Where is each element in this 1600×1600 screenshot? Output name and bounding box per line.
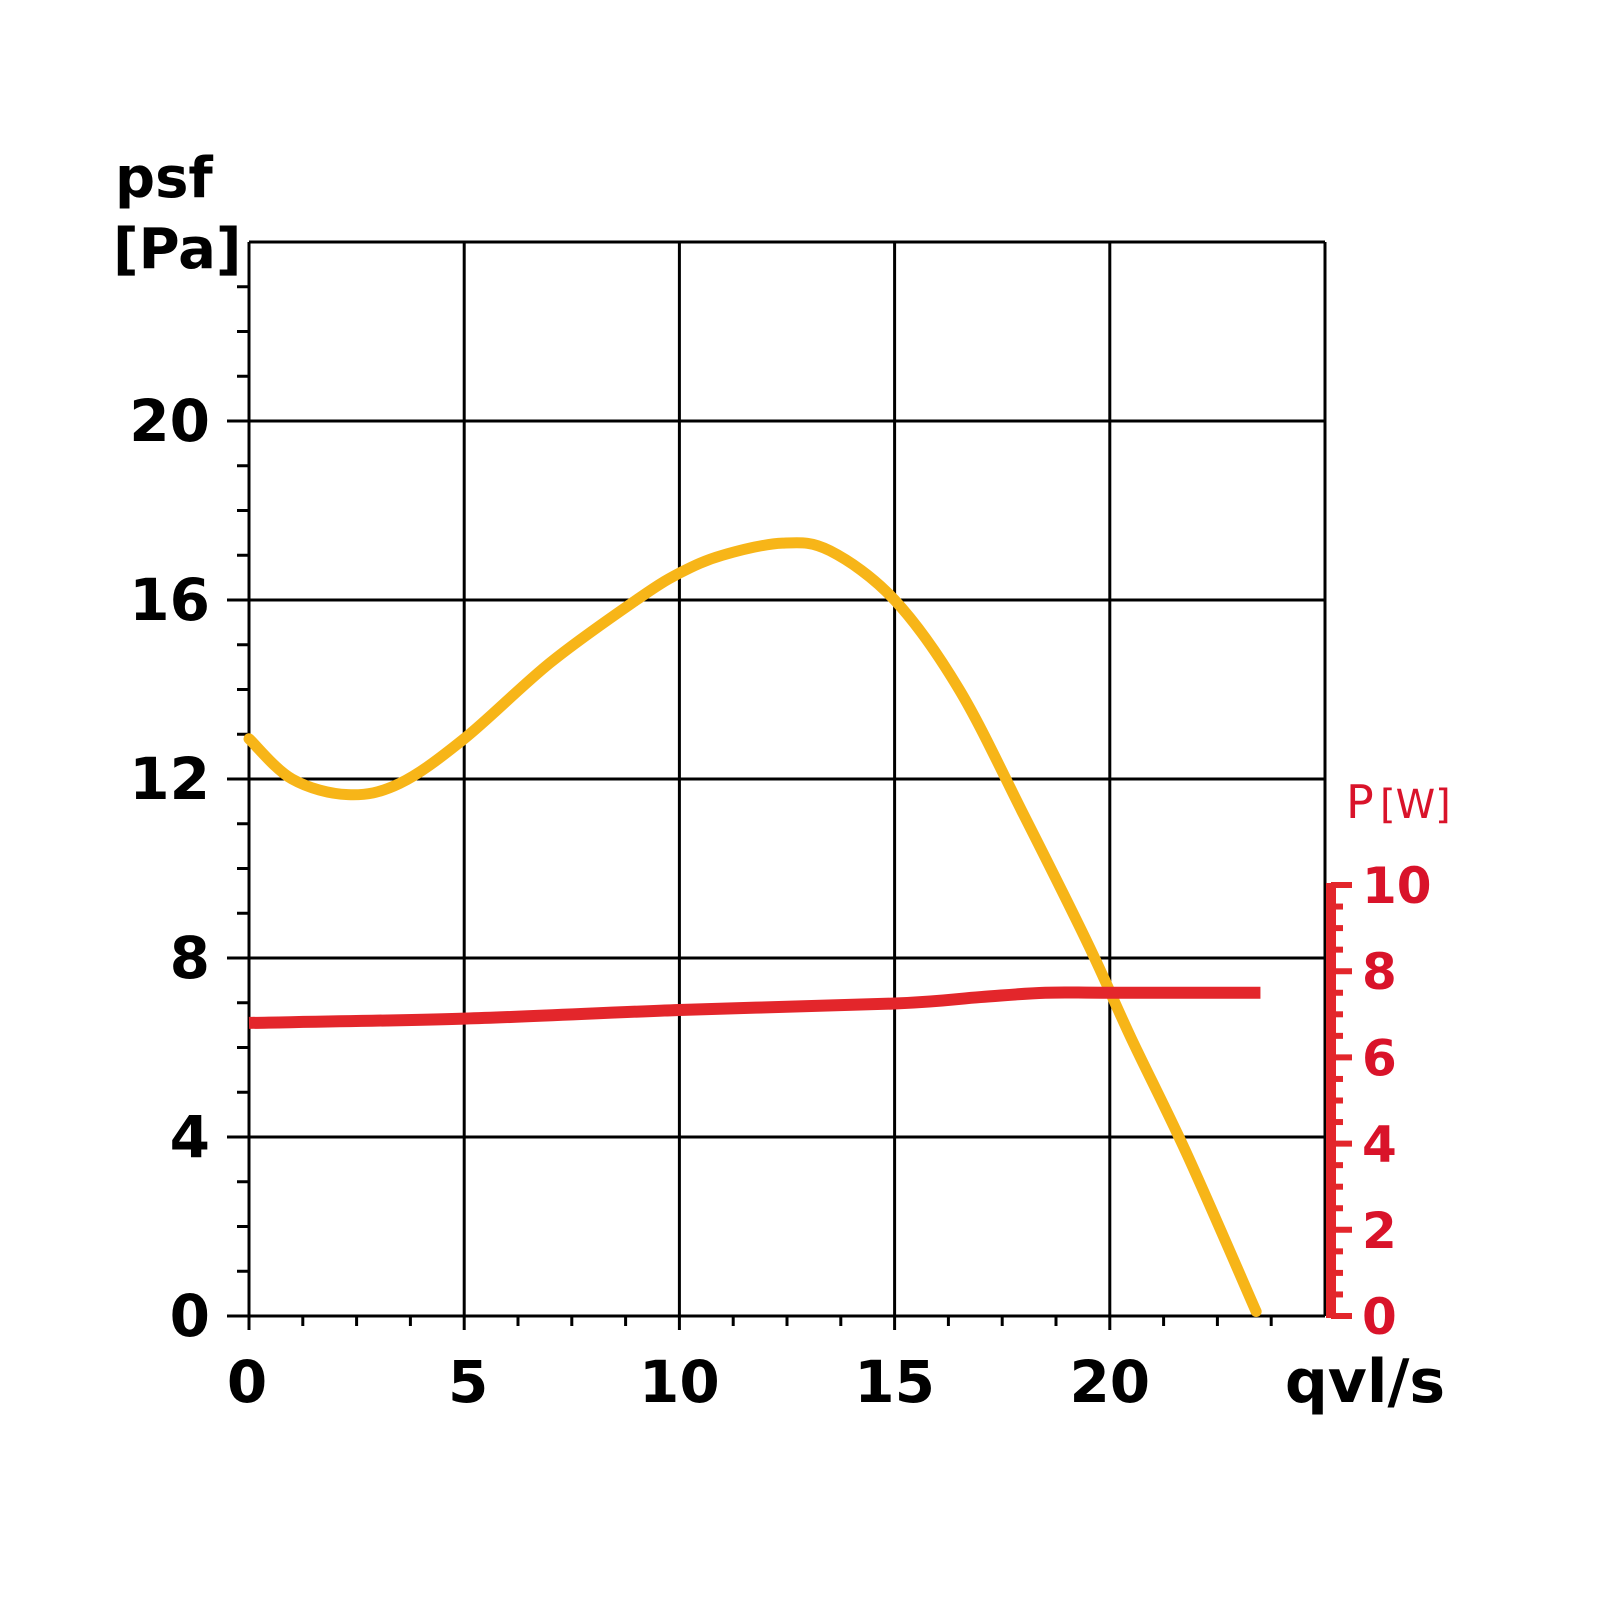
power-tick-label: 2 (1362, 1202, 1397, 1260)
y-tick-label: 4 (170, 1103, 210, 1171)
power-tick-label: 10 (1362, 857, 1432, 915)
y-axis-label-line2: [Pa] (113, 217, 242, 282)
y-tick-label: 0 (170, 1282, 210, 1350)
power-tick-label: 0 (1362, 1288, 1397, 1346)
power-tick-label: 6 (1362, 1029, 1397, 1087)
x-tick-label: 5 (448, 1348, 488, 1416)
x-axis-label: qvl/s (1285, 1347, 1445, 1417)
y-tick-label: 20 (129, 387, 210, 455)
pressure-curve (243, 537, 1262, 1318)
power-curve (248, 986, 1261, 1029)
power-tick-label: 8 (1362, 943, 1397, 1001)
y-axis-label-line1: psf (115, 146, 213, 211)
x-tick-label: 10 (639, 1348, 720, 1416)
y-tick-label: 16 (129, 566, 210, 634)
power-axis-unit: [W] (1380, 782, 1451, 828)
power-tick-label: 4 (1362, 1116, 1397, 1174)
y-tick-label: 8 (170, 924, 210, 992)
x-tick-label: 0 (227, 1348, 267, 1416)
x-tick-label: 20 (1069, 1348, 1150, 1416)
y-tick-label: 12 (129, 745, 210, 813)
power-axis-label: P (1346, 775, 1374, 829)
x-tick-label: 15 (854, 1348, 935, 1416)
